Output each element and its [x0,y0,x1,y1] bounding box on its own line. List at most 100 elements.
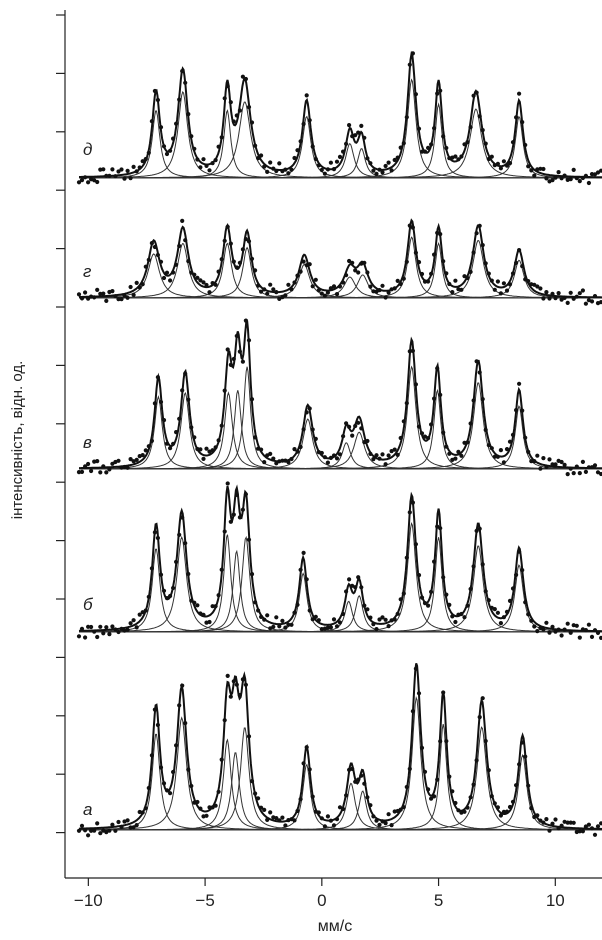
data-point [589,634,595,640]
spectra: а б в г д [76,50,602,838]
data-point [337,620,343,625]
data-point [265,613,270,618]
data-point [101,291,106,296]
data-point [495,279,500,284]
data-point [83,175,88,180]
data-point [465,440,470,445]
data-point [541,166,546,172]
data-point [213,445,218,450]
data-point [337,154,343,159]
data-point [544,464,549,469]
data-point [510,432,516,437]
data-point [119,626,124,631]
data-point [501,281,506,286]
data-point [122,293,127,298]
data-point [152,401,157,406]
data-point [419,149,425,154]
data-point [565,300,570,305]
data-point [110,167,115,172]
data-point [353,779,358,784]
data-point [422,769,428,774]
data-point [595,170,601,175]
data-point [125,168,130,173]
data-point [253,600,258,605]
data-point [222,388,227,393]
data-point [283,293,288,298]
data-point [450,789,455,794]
x-axis-label: мм/с [318,918,352,935]
data-point [328,625,333,630]
data-point [538,286,543,291]
data-point [392,286,397,291]
data-point [313,277,318,282]
data-point [447,451,452,456]
data-point [462,142,467,147]
data-point [410,225,415,230]
data-point [143,448,148,453]
data-point [568,466,573,471]
data-point [240,507,245,512]
data-point [201,612,206,618]
data-point [198,165,203,170]
data-point [116,297,121,302]
data-point [507,161,513,166]
data-point [429,422,434,427]
data-point [168,278,173,283]
data-point [228,362,233,367]
data-point [419,745,425,751]
data-point [298,567,303,572]
component-line [79,733,602,831]
series-label: в [83,433,92,452]
data-point [331,617,337,622]
data-point [140,282,145,287]
data-point [341,149,346,154]
data-point [395,611,400,616]
data-point [441,575,446,580]
data-point [174,559,179,565]
data-point [319,291,324,296]
data-point [383,163,388,169]
data-point [462,615,467,620]
data-point [76,828,82,833]
data-point [483,589,488,594]
data-point [368,161,373,166]
data-point [225,673,230,679]
data-point [125,627,130,632]
data-point [146,444,151,449]
data-point [79,469,85,474]
data-point [535,167,540,172]
data-point [495,161,500,166]
data-point [526,449,531,454]
data-point [441,259,446,264]
data-point [253,143,258,148]
data-point [456,808,461,813]
data-point [246,734,252,739]
data-point [344,421,349,426]
data-point [104,625,109,630]
data-point [274,290,279,295]
data-point [259,289,264,294]
data-point [101,631,106,636]
data-point [541,456,546,461]
data-point [547,296,552,301]
data-point [189,598,194,603]
data-point [413,250,418,255]
data-point [210,448,215,453]
data-point [334,292,340,297]
data-point [216,789,221,794]
data-point [359,426,364,431]
data-point [486,156,491,162]
data-point [438,739,443,744]
data-point [259,447,264,452]
data-point [280,815,285,820]
data-point [171,136,176,141]
data-point [574,176,579,181]
data-point [207,805,212,810]
data-point [553,462,558,467]
data-point [316,618,321,623]
data-point [504,609,510,615]
data-point [416,260,422,265]
data-point [489,794,494,799]
data-point [310,617,315,622]
data-point [249,779,255,784]
